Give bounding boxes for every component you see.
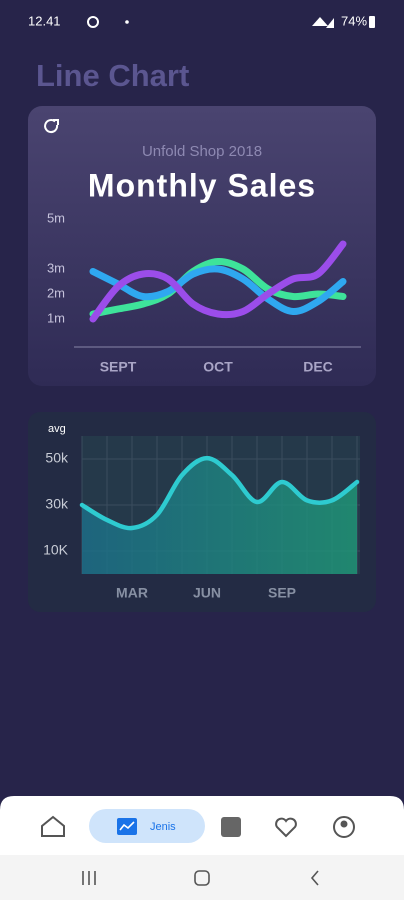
heart-icon[interactable] — [275, 817, 297, 838]
wifi-icon — [312, 17, 328, 26]
home-button[interactable] — [194, 870, 210, 886]
x-tick-label: SEPT — [100, 359, 137, 375]
x-tick-label: JUN — [193, 585, 221, 601]
series-line — [89, 265, 347, 315]
y-tick-label: 30k — [45, 496, 69, 512]
line-chart: 5m 3m 2m 1m SEPT OCT DEC — [47, 210, 347, 375]
home-icon[interactable] — [41, 815, 65, 837]
area-chart: 50k 30k 10K MAR JUN SEP — [43, 436, 360, 601]
y-tick-label: 3m — [47, 260, 65, 275]
chart-title: Monthly Sales — [88, 167, 316, 203]
nav-active[interactable] — [89, 809, 205, 843]
series-line — [89, 240, 347, 323]
chart-icon-line — [119, 821, 135, 831]
back-button[interactable] — [310, 870, 319, 886]
nav-label: Jenis — [150, 821, 176, 833]
x-tick-label: SEP — [268, 585, 296, 601]
y-tick-label: 10K — [43, 542, 69, 558]
series-line — [89, 257, 347, 318]
system-nav — [0, 855, 404, 900]
y-axis-label: avg — [48, 423, 66, 435]
x-tick-label: OCT — [203, 359, 233, 375]
profile-icon[interactable] — [333, 816, 355, 838]
status-icon — [125, 20, 129, 24]
page-title: Line Chart — [36, 58, 189, 93]
chart-subtitle: Unfold Shop 2018 — [142, 143, 262, 160]
status-battery: 74% — [341, 13, 367, 28]
y-tick-label: 50k — [45, 450, 69, 466]
status-time: 12.41 — [28, 13, 61, 28]
x-tick-label: DEC — [303, 359, 333, 375]
refresh-icon-arrow — [53, 119, 59, 125]
y-tick-label: 1m — [47, 310, 65, 325]
y-tick-label: 5m — [47, 210, 65, 225]
x-tick-label: MAR — [116, 585, 148, 601]
edit-icon[interactable] — [221, 817, 241, 837]
recents-button[interactable] — [82, 871, 96, 885]
profile-icon-head — [340, 820, 348, 828]
status-bar — [0, 0, 404, 44]
card — [28, 106, 376, 386]
status-icon — [87, 16, 99, 28]
signal-icon — [326, 18, 334, 28]
y-tick-label: 2m — [47, 285, 65, 300]
battery-icon — [369, 16, 375, 28]
refresh-icon[interactable] — [44, 119, 59, 134]
area-line — [79, 455, 360, 531]
